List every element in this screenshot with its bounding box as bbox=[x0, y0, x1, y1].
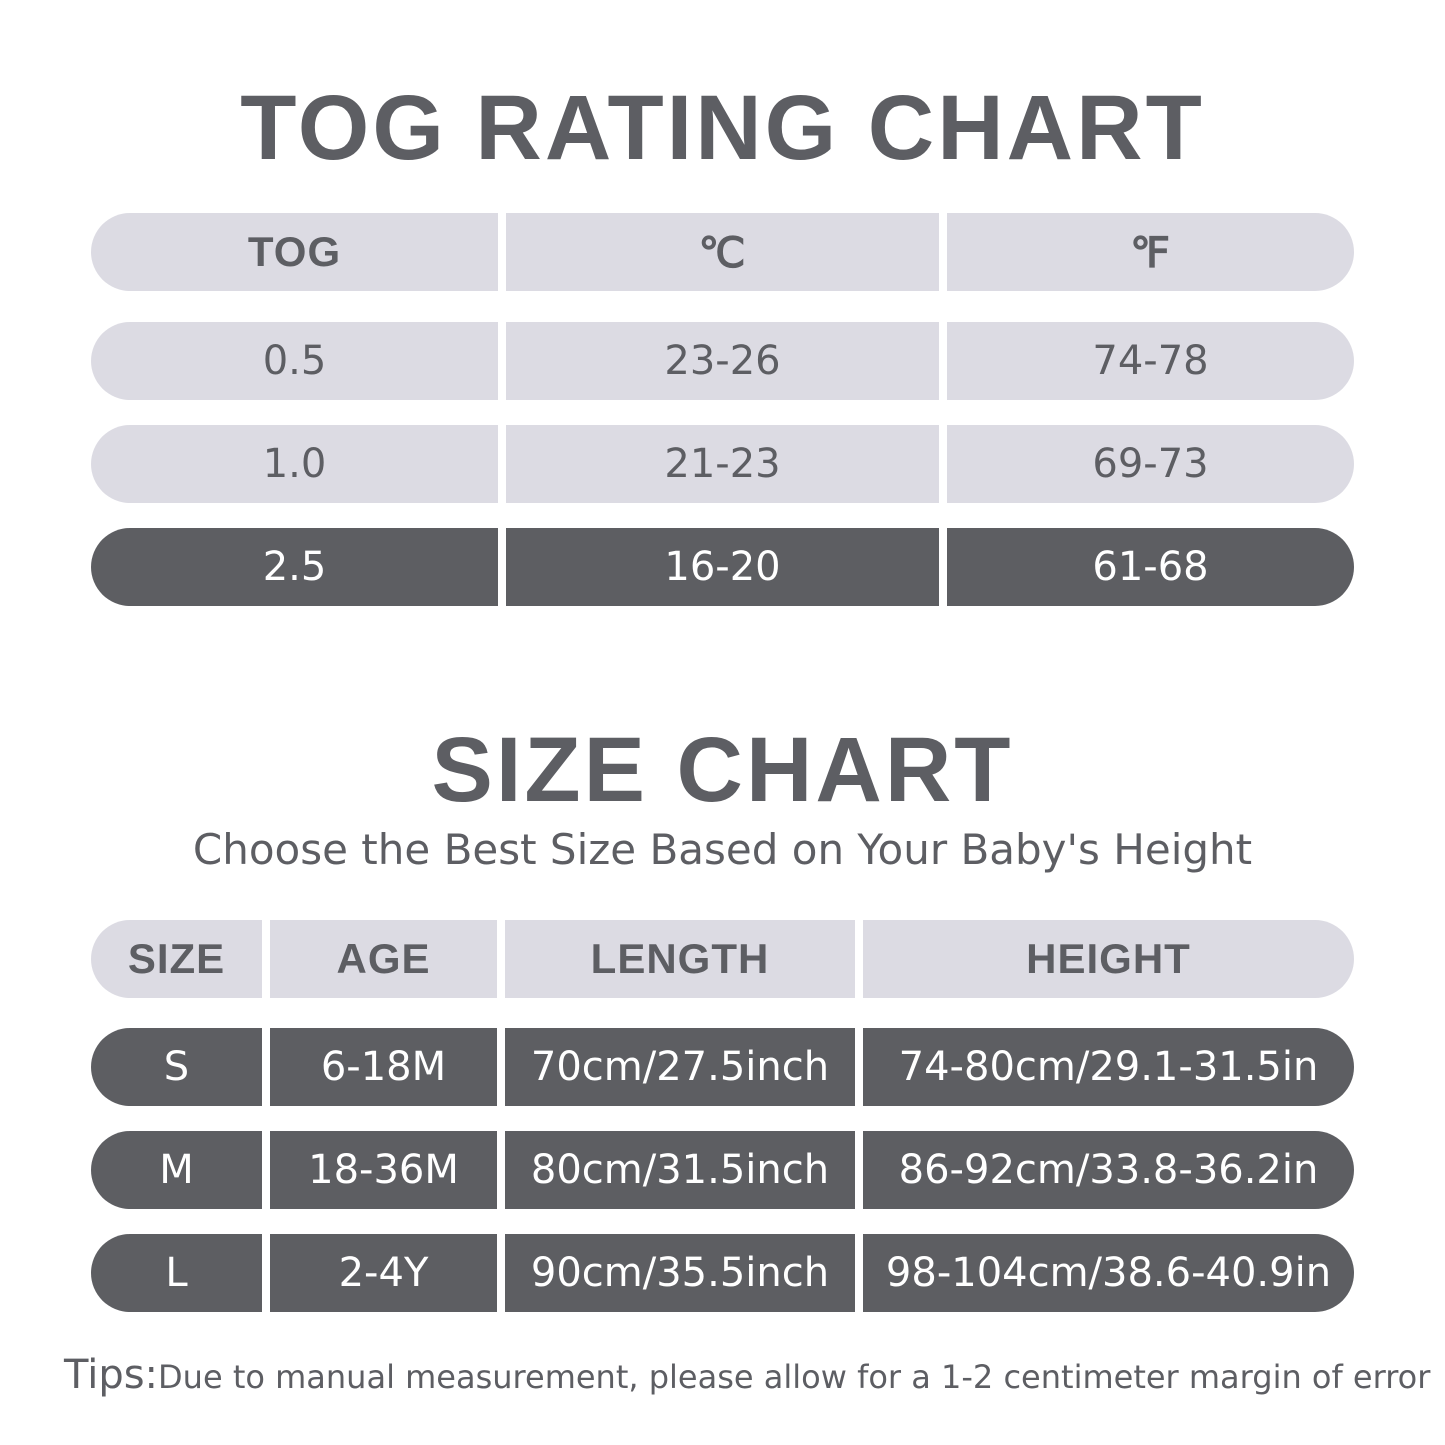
table-cell: 6-18M bbox=[270, 1028, 497, 1106]
table-cell: 70cm/27.5inch bbox=[505, 1028, 855, 1106]
table-cell: 21-23 bbox=[506, 425, 939, 503]
table-cell: S bbox=[91, 1028, 262, 1106]
size-subtitle: Choose the Best Size Based on Your Baby'… bbox=[192, 825, 1253, 874]
table-cell: 2-4Y bbox=[270, 1234, 497, 1312]
table-cell: 98-104cm/38.6-40.9in bbox=[863, 1234, 1354, 1312]
tog-title: TOG RATING CHART bbox=[240, 77, 1205, 179]
size-title: SIZE CHART bbox=[431, 719, 1014, 821]
table-cell: SIZE bbox=[91, 920, 262, 998]
table-cell: 74-80cm/29.1-31.5in bbox=[863, 1028, 1354, 1106]
table-cell: 90cm/35.5inch bbox=[505, 1234, 855, 1312]
table-cell: 2.5 bbox=[91, 528, 498, 606]
table-cell: 23-26 bbox=[506, 322, 939, 400]
table-cell: TOG bbox=[91, 213, 498, 291]
tips-text: Due to manual measurement, please allow … bbox=[158, 1358, 1431, 1396]
table-cell: 61-68 bbox=[947, 528, 1354, 606]
table-cell: 16-20 bbox=[506, 528, 939, 606]
table-cell: HEIGHT bbox=[863, 920, 1354, 998]
table-cell: ℉ bbox=[947, 213, 1354, 291]
table-cell: 1.0 bbox=[91, 425, 498, 503]
table-cell: 18-36M bbox=[270, 1131, 497, 1209]
table-cell: L bbox=[91, 1234, 262, 1312]
table-cell: 69-73 bbox=[947, 425, 1354, 503]
table-cell: 80cm/31.5inch bbox=[505, 1131, 855, 1209]
table-cell: ℃ bbox=[506, 213, 939, 291]
table-cell: 86-92cm/33.8-36.2in bbox=[863, 1131, 1354, 1209]
table-cell: LENGTH bbox=[505, 920, 855, 998]
table-cell: 74-78 bbox=[947, 322, 1354, 400]
table-cell: M bbox=[91, 1131, 262, 1209]
tips: Tips:Due to manual measurement, please a… bbox=[64, 1352, 1430, 1398]
table-cell: 0.5 bbox=[91, 322, 498, 400]
table-cell: AGE bbox=[270, 920, 497, 998]
tips-label: Tips: bbox=[64, 1352, 159, 1398]
